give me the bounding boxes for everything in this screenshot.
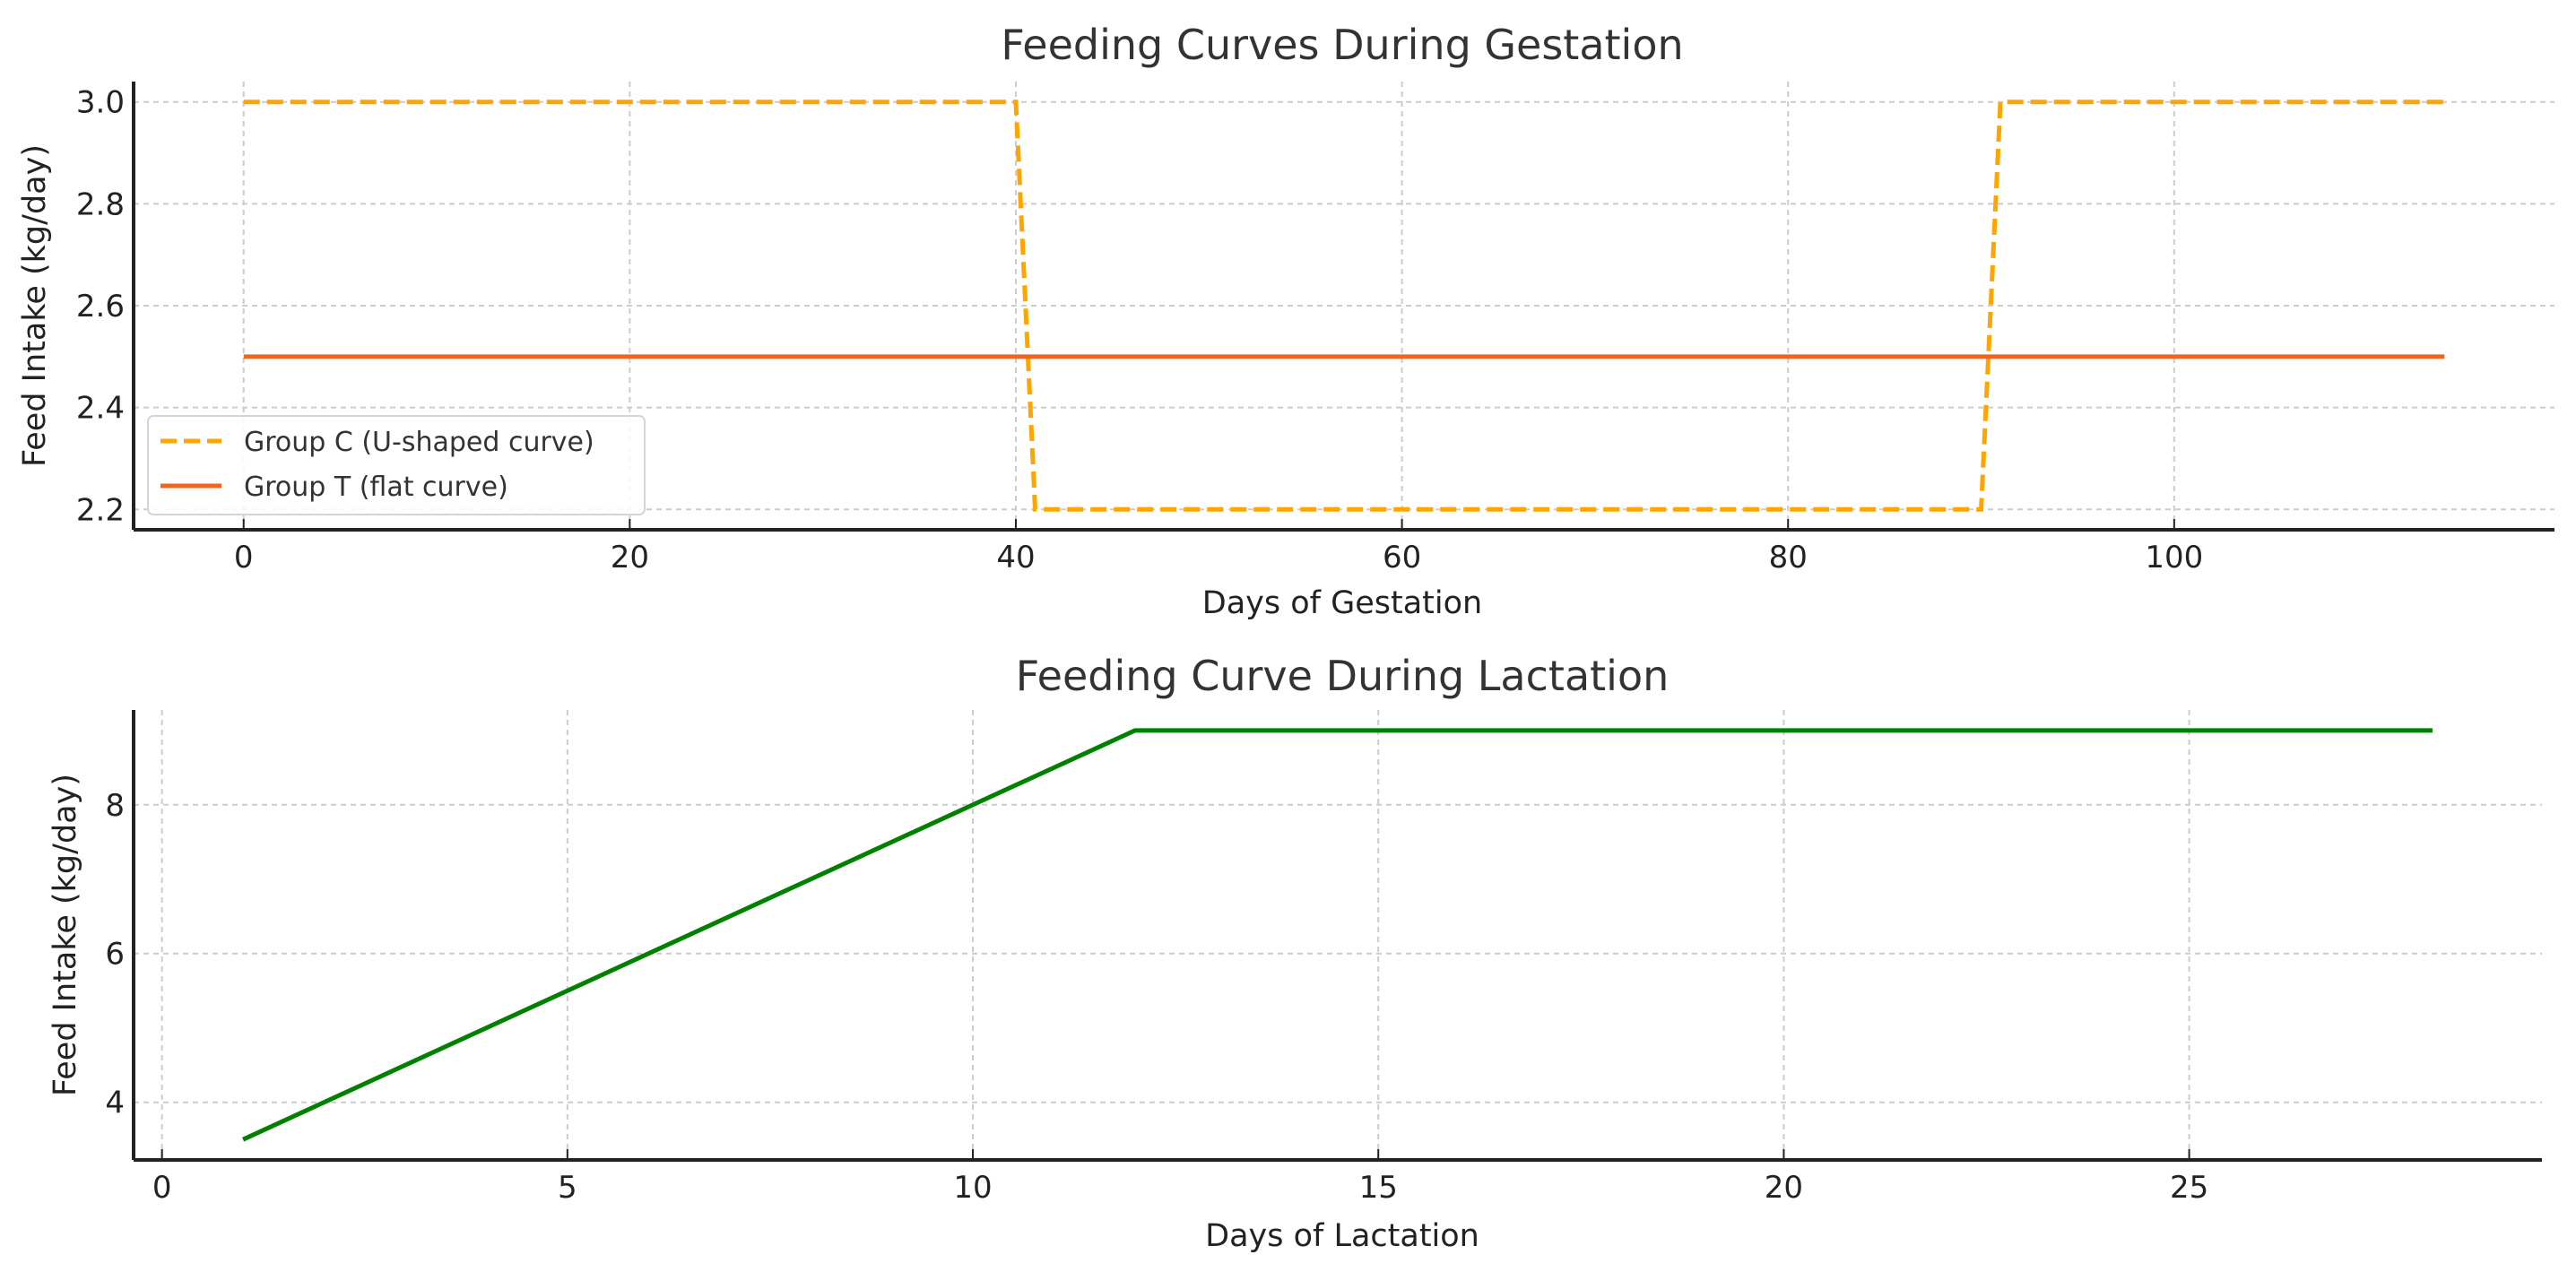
gestation-y-tick-label: 3.0 — [76, 85, 125, 121]
gestation-legend: Group C (U-shaped curve) Group T (flat cu… — [147, 415, 646, 515]
gestation-x-tick-label: 40 — [996, 540, 1035, 575]
lactation-y-tick-label: 8 — [105, 788, 125, 824]
lactation-series-line-1 — [242, 728, 2433, 1142]
gestation-chart-title: Feeding Curves During Gestation — [1001, 21, 1683, 69]
legend-label-2: Group T (flat curve) — [244, 472, 508, 503]
lactation-x-tick-label: 25 — [2170, 1170, 2208, 1206]
lactation-x-tick-label: 5 — [558, 1170, 577, 1206]
lactation-x-axis-label: Days of Lactation — [1205, 1218, 1479, 1254]
gestation-y-tick-label: 2.8 — [76, 186, 125, 222]
lactation-y-axis-label: Feed Intake (kg/day) — [48, 774, 83, 1096]
gestation-y-tick-label: 2.6 — [76, 289, 125, 324]
gestation-x-axis-label: Days of Gestation — [1202, 585, 1482, 621]
gestation-series-line-1 — [243, 100, 2445, 512]
gestation-y-tick-label: 2.4 — [76, 391, 125, 427]
legend-box — [147, 415, 646, 515]
gestation-x-tick-label: 0 — [234, 540, 254, 575]
gestation-chart: Feeding Curves During Gestation Days of … — [17, 21, 2554, 621]
lactation-chart: Feeding Curve During Lactation Days of L… — [48, 652, 2542, 1254]
lactation-x-tick-label: 10 — [953, 1170, 992, 1206]
gestation-y-tick-label: 2.2 — [76, 492, 125, 528]
lactation-x-tick-label: 15 — [1359, 1170, 1398, 1206]
legend-label-1: Group C (U-shaped curve) — [244, 427, 594, 458]
lactation-chart-title: Feeding Curve During Lactation — [1016, 652, 1670, 700]
gestation-x-tick-label: 60 — [1383, 540, 1421, 575]
gestation-x-tick-label: 100 — [2145, 540, 2203, 575]
lactation-x-tick-label: 20 — [1765, 1170, 1803, 1206]
lactation-x-tick-label: 0 — [152, 1170, 172, 1206]
lactation-y-tick-label: 6 — [105, 937, 125, 973]
gestation-x-tick-label: 20 — [611, 540, 649, 575]
gestation-x-tick-label: 80 — [1769, 540, 1808, 575]
lactation-y-tick-label: 4 — [105, 1086, 125, 1121]
gestation-y-axis-label: Feed Intake (kg/day) — [17, 144, 53, 467]
